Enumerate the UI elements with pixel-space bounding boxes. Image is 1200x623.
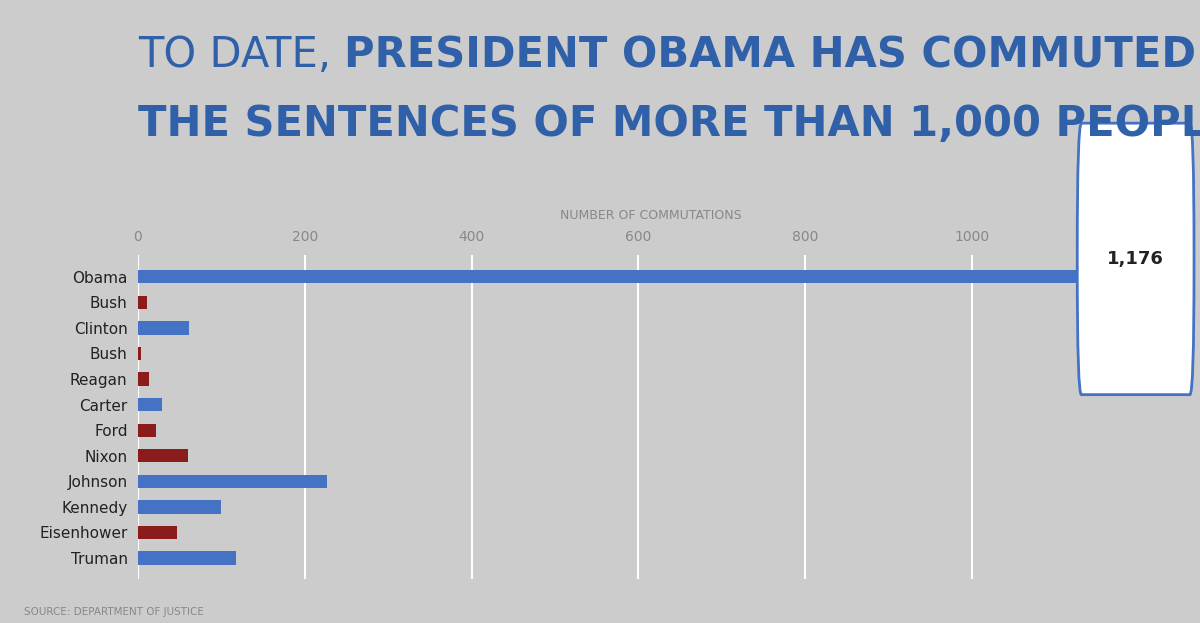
Bar bbox=[138, 475, 326, 488]
Bar bbox=[138, 347, 140, 360]
FancyBboxPatch shape bbox=[1078, 123, 1194, 394]
Bar bbox=[138, 449, 188, 462]
Polygon shape bbox=[1124, 267, 1147, 268]
Text: TO DATE,: TO DATE, bbox=[138, 34, 344, 76]
Bar bbox=[138, 270, 1118, 283]
Text: PRESIDENT OBAMA HAS COMMUTED: PRESIDENT OBAMA HAS COMMUTED bbox=[344, 34, 1196, 76]
Bar bbox=[138, 398, 162, 411]
X-axis label: NUMBER OF COMMUTATIONS: NUMBER OF COMMUTATIONS bbox=[560, 209, 742, 222]
Bar bbox=[138, 321, 188, 335]
Text: 1,176: 1,176 bbox=[1108, 250, 1164, 268]
Bar bbox=[138, 551, 236, 564]
Bar bbox=[138, 526, 178, 539]
Text: THE SENTENCES OF MORE THAN 1,000 PEOPLE: THE SENTENCES OF MORE THAN 1,000 PEOPLE bbox=[138, 103, 1200, 145]
Bar bbox=[138, 373, 149, 386]
Text: SOURCE: DEPARTMENT OF JUSTICE: SOURCE: DEPARTMENT OF JUSTICE bbox=[24, 607, 204, 617]
Bar bbox=[138, 500, 222, 513]
Bar bbox=[138, 296, 148, 309]
Bar bbox=[138, 424, 156, 437]
